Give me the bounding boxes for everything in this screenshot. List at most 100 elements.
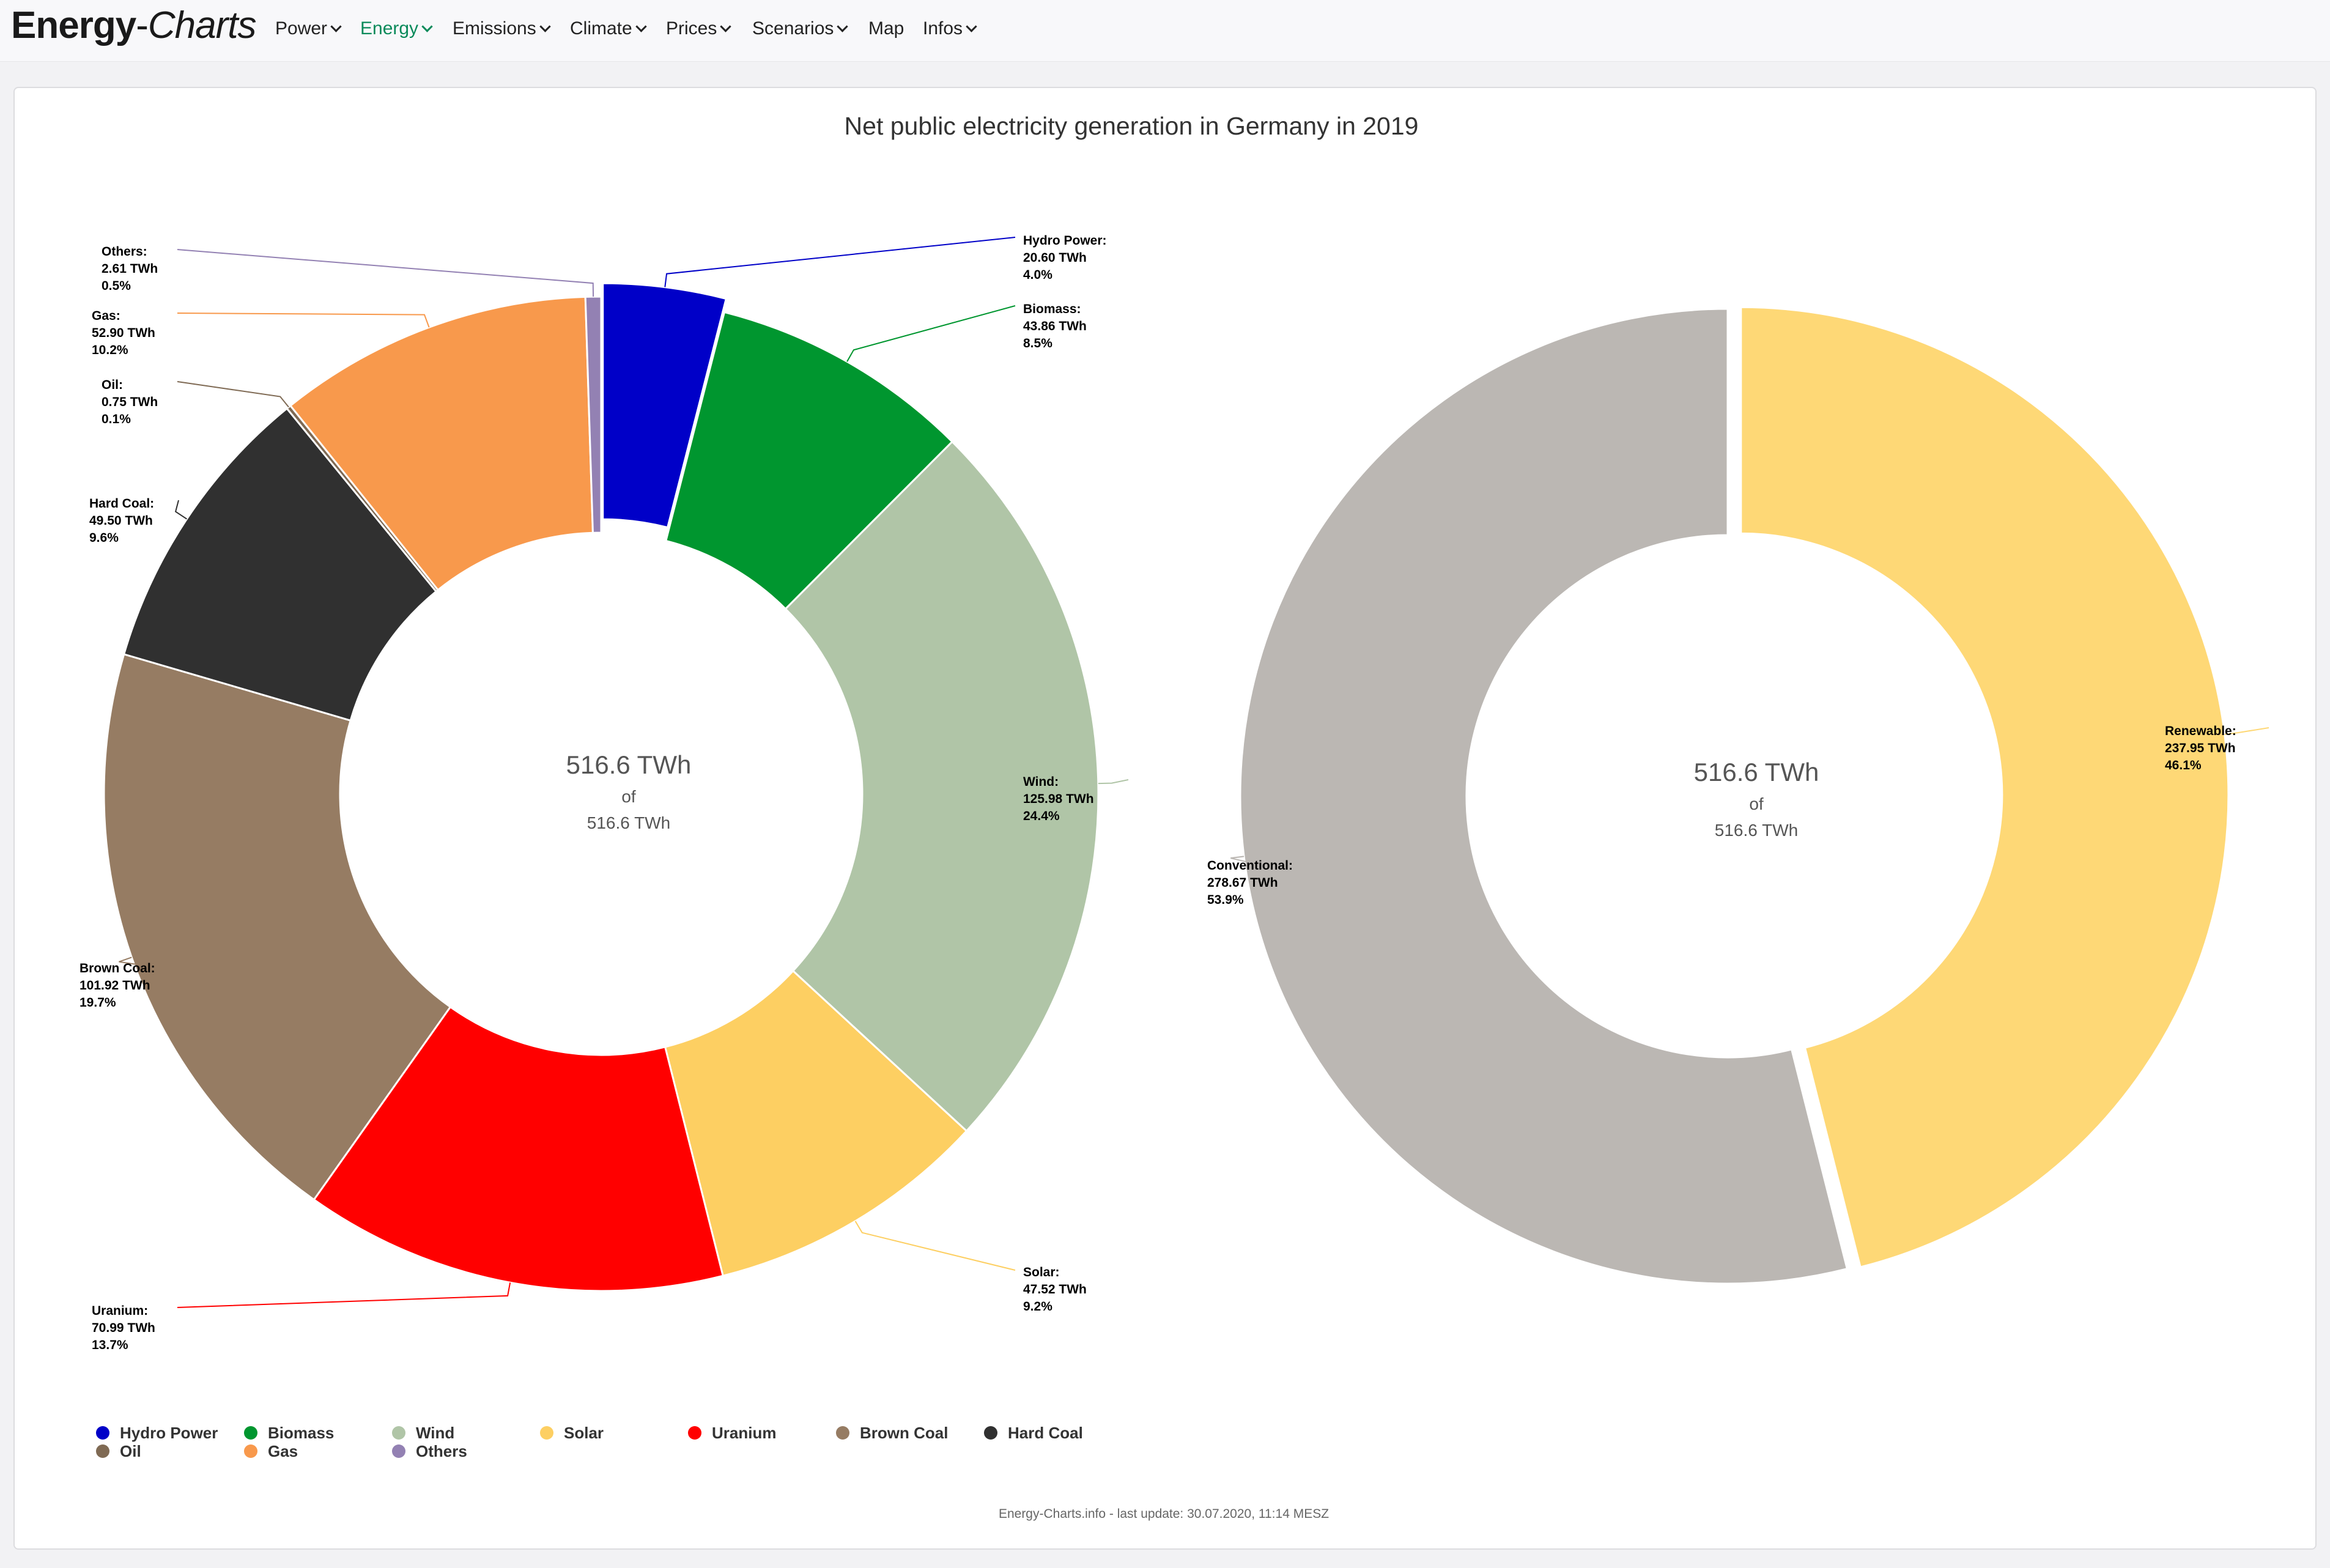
data-label-brown-coal-line: Brown Coal: (80, 961, 155, 975)
data-label-hard-coal-line: Hard Coal: (89, 497, 154, 511)
navbar: Energy-Charts Power Energy Emissions Cli… (0, 0, 2330, 62)
brand-italic: Charts (147, 4, 257, 46)
data-label-conventional-line: 53.9% (1207, 893, 1244, 907)
legend-swatch (540, 1426, 553, 1440)
slice-uranium[interactable] (313, 1005, 725, 1292)
donut-2-slices (1239, 306, 2230, 1285)
data-label-hard-coal-line: 49.50 TWh (89, 514, 153, 528)
data-label-biomass: Biomass: 43.86 TWh 8.5% (1023, 302, 1087, 350)
brand-logo[interactable]: Energy-Charts (11, 4, 256, 47)
legend-label: Oil (120, 1442, 141, 1460)
data-label-conventional-line: Conventional: (1207, 859, 1293, 873)
legend-label: Solar (564, 1424, 604, 1442)
connector-solar (854, 1221, 1016, 1271)
credits-text[interactable]: Energy-Charts.info - last update: 30.07.… (999, 1507, 1329, 1521)
connector-others (177, 249, 594, 297)
slice-renewable[interactable] (1740, 306, 2230, 1268)
nav-label: Map (868, 18, 904, 39)
chart-legend: Hydro Power Biomass Wind Solar Uranium Brown … (96, 1424, 1083, 1460)
nav-item-emissions[interactable]: Emissions (453, 18, 551, 39)
slice-wind[interactable] (784, 440, 1100, 1133)
data-label-renewable: Renewable: 237.95 TWh 46.1% (2165, 724, 2236, 772)
legend-item-hydro-power[interactable]: Hydro Power (96, 1424, 218, 1442)
data-label-uranium-line: 70.99 TWh (92, 1321, 155, 1335)
legend-swatch (392, 1444, 405, 1458)
nav-item-prices[interactable]: Prices (666, 18, 732, 39)
legend-item-brown-coal[interactable]: Brown Coal (836, 1424, 948, 1442)
data-label-renewable-line: 46.1% (2165, 758, 2202, 772)
data-label-conventional: Conventional: 278.67 TWh 53.9% (1207, 859, 1293, 907)
connector-gas (177, 312, 430, 328)
legend-swatch (96, 1444, 109, 1458)
slice-hard-coal[interactable] (122, 407, 438, 722)
nav-label: Power (275, 18, 328, 39)
connector-conventional (1230, 856, 1254, 864)
chart-panel (13, 87, 2317, 1550)
nav-label: Energy (360, 18, 419, 39)
nav-label: Climate (570, 18, 632, 39)
data-label-hydro-power-line: 4.0% (1023, 268, 1052, 282)
data-label-solar-line: 9.2% (1023, 1300, 1052, 1314)
slice-gas[interactable] (289, 295, 594, 591)
data-label-oil-line: 0.1% (102, 412, 131, 426)
legend-label: Wind (416, 1424, 454, 1442)
connector-wind (1098, 779, 1129, 785)
legend-item-wind[interactable]: Wind (392, 1424, 454, 1442)
data-label-solar: Solar: 47.52 TWh 9.2% (1023, 1265, 1087, 1314)
data-label-others-line: 0.5% (102, 279, 131, 293)
legend-label: Hard Coal (1008, 1424, 1083, 1442)
nav-item-scenarios[interactable]: Scenarios (752, 18, 849, 39)
donut-1-slices (103, 282, 1100, 1292)
nav-label: Prices (666, 18, 717, 39)
legend-item-others[interactable]: Others (392, 1442, 467, 1460)
connector-hard-coal (174, 500, 187, 520)
data-label-gas-line: Gas: (92, 309, 120, 323)
legend-swatch (96, 1426, 109, 1440)
nav-item-map[interactable]: Map (868, 18, 904, 39)
data-label-biomass-line: 43.86 TWh (1023, 319, 1087, 333)
nav-item-energy[interactable]: Energy (360, 18, 433, 39)
data-label-brown-coal: Brown Coal: 101.92 TWh 19.7% (80, 961, 155, 1010)
nav-item-infos[interactable]: Infos (923, 18, 977, 39)
legend-item-oil[interactable]: Oil (96, 1442, 141, 1460)
legend-swatch (392, 1426, 405, 1440)
data-label-uranium: Uranium: 70.99 TWh 13.7% (92, 1304, 155, 1352)
connector-renewable (2224, 727, 2269, 735)
legend-item-uranium[interactable]: Uranium (688, 1424, 776, 1442)
legend-item-gas[interactable]: Gas (244, 1442, 298, 1460)
legend-item-solar[interactable]: Solar (540, 1424, 604, 1442)
donut-2-center-of: of (1749, 794, 1764, 813)
data-label-oil: Oil: 0.75 TWh 0.1% (102, 378, 158, 426)
slice-biomass[interactable] (665, 311, 954, 610)
slice-conventional[interactable] (1239, 308, 1849, 1285)
slice-solar[interactable] (664, 969, 968, 1278)
legend-label: Uranium (712, 1424, 776, 1442)
nav-label: Infos (923, 18, 963, 39)
data-label-renewable-line: 237.95 TWh (2165, 741, 2236, 755)
legend-swatch (836, 1426, 849, 1440)
donut-2-center-total: 516.6 TWh (1715, 821, 1798, 840)
data-label-hydro-power-line: Hydro Power: (1023, 234, 1107, 248)
data-label-solar-line: 47.52 TWh (1023, 1282, 1087, 1296)
connector-uranium (177, 1282, 511, 1308)
connector-brown-coal (119, 956, 141, 966)
nav-label: Emissions (453, 18, 536, 39)
slice-brown-coal[interactable] (103, 653, 452, 1201)
data-label-gas: Gas: 52.90 TWh 10.2% (92, 309, 155, 357)
legend-item-hard-coal[interactable]: Hard Coal (984, 1424, 1083, 1442)
nav-item-climate[interactable]: Climate (570, 18, 647, 39)
legend-label: Brown Coal (860, 1424, 948, 1442)
nav-item-power[interactable]: Power (275, 18, 342, 39)
data-label-uranium-line: 13.7% (92, 1338, 128, 1352)
data-label-solar-line: Solar: (1023, 1265, 1060, 1279)
legend-item-biomass[interactable]: Biomass (244, 1424, 334, 1442)
data-label-hydro-power: Hydro Power: 20.60 TWh 4.0% (1023, 234, 1107, 282)
brand-dash: - (136, 4, 149, 46)
slice-others[interactable] (584, 295, 602, 534)
data-label-gas-line: 10.2% (92, 343, 128, 357)
data-label-gas-line: 52.90 TWh (92, 326, 155, 340)
chart-title: Net public electricity generation in Ger… (845, 112, 1419, 140)
legend-swatch (688, 1426, 701, 1440)
donut-2-labels: Renewable: 237.95 TWh 46.1% Conventional: 27… (1207, 724, 2269, 907)
slice-hydro-power[interactable] (602, 282, 728, 529)
